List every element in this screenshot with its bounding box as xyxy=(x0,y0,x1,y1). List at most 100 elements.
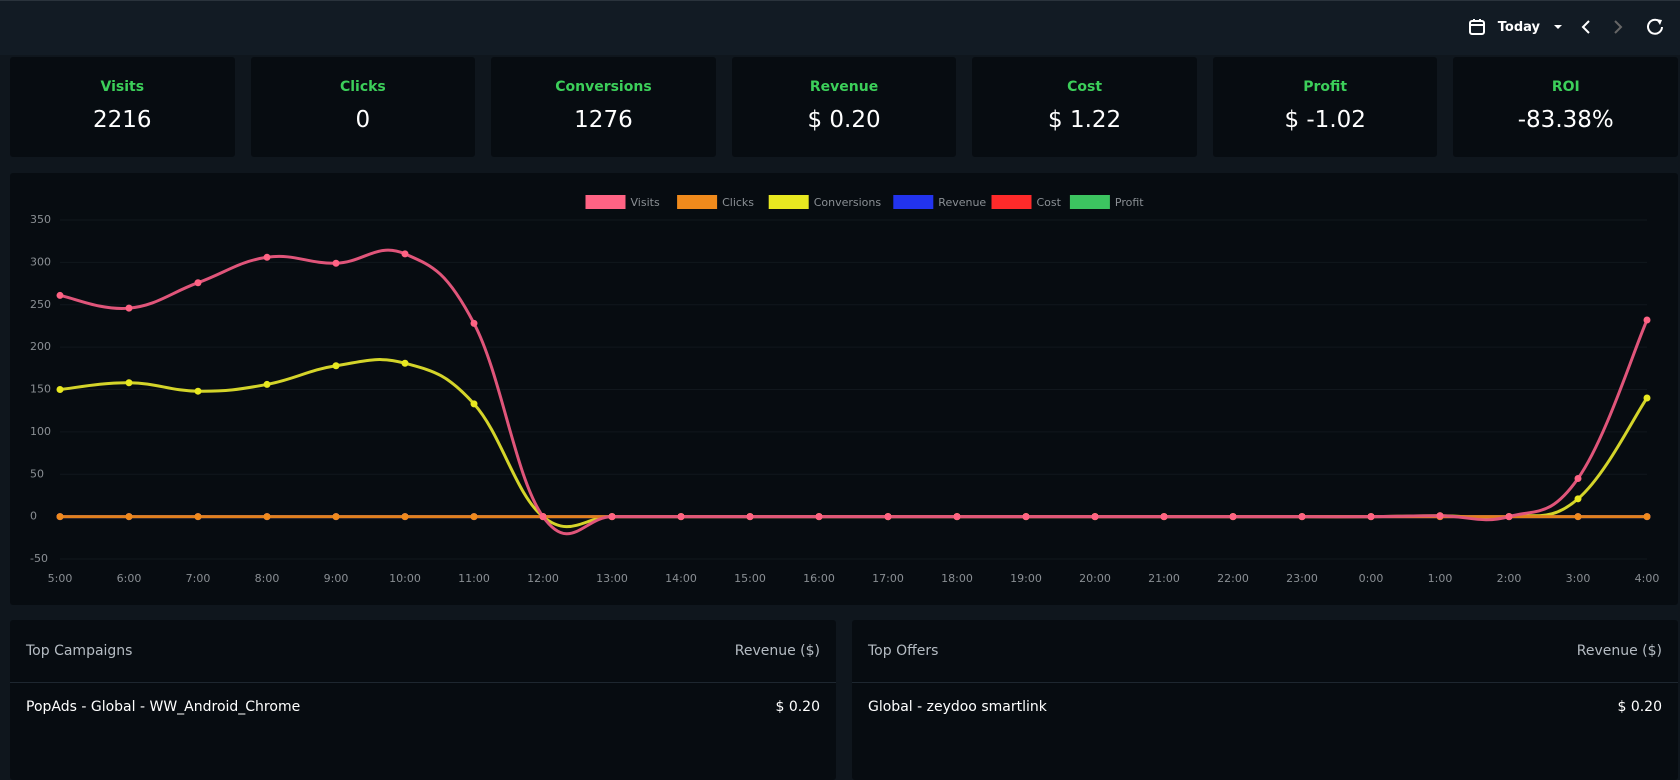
kpi-card: Visits 2216 xyxy=(10,57,235,157)
y-tick-label: 300 xyxy=(30,255,51,268)
data-point xyxy=(125,379,133,387)
data-point xyxy=(332,362,340,370)
dropdown-caret[interactable] xyxy=(1552,21,1564,33)
y-tick-label: 250 xyxy=(30,298,51,311)
data-point xyxy=(1643,394,1651,402)
chart-panel: -50 0 50 100 150 200 250 300 350 5:00 6:00 7:00 8:00… xyxy=(10,173,1678,605)
x-tick-label: 12:00 xyxy=(527,572,559,585)
data-point xyxy=(470,400,478,408)
data-point xyxy=(1574,513,1582,521)
kpi-cards: Visits 2216 Clicks 0 Conversions 1276 Revenue $… xyxy=(10,57,1679,157)
x-tick-label: 8:00 xyxy=(255,572,280,585)
y-tick-label: 200 xyxy=(30,340,51,353)
data-point xyxy=(1160,513,1168,521)
row-name: PopAds - Global - WW_Android_Chrome xyxy=(26,699,301,715)
legend-label: Profit xyxy=(1115,196,1144,209)
data-point xyxy=(470,513,478,521)
legend-swatch xyxy=(1069,195,1110,209)
y-tick-label: -50 xyxy=(30,552,48,565)
table-row[interactable]: Global - zeydoo smartlink $ 0.20 xyxy=(852,683,1678,731)
data-point xyxy=(1298,513,1306,521)
prev-button[interactable] xyxy=(1576,17,1596,37)
kpi-value: -83.38% xyxy=(1517,107,1614,133)
series-line xyxy=(59,358,1649,529)
x-tick-label: 10:00 xyxy=(389,572,421,585)
legend-swatch xyxy=(585,195,626,209)
next-button[interactable] xyxy=(1608,17,1628,37)
x-tick-label: 4:00 xyxy=(1635,572,1660,585)
data-point xyxy=(56,291,64,299)
data-point xyxy=(1643,316,1651,324)
column-header: Revenue ($) xyxy=(734,643,820,659)
legend-swatch xyxy=(893,195,934,209)
x-tick-label: 15:00 xyxy=(734,572,766,585)
kpi-card: Profit $ -1.02 xyxy=(1212,57,1438,157)
refresh-button[interactable] xyxy=(1640,17,1670,37)
data-point xyxy=(677,513,685,521)
x-tick-label: 13:00 xyxy=(596,572,628,585)
data-point xyxy=(1022,513,1030,521)
kpi-label: Clicks xyxy=(339,79,386,95)
toolbar: Today xyxy=(1468,17,1670,37)
x-tick-label: 2:00 xyxy=(1497,572,1522,585)
table-row[interactable]: PopAds - Global - WW_Android_Chrome $ 0.2… xyxy=(10,683,836,731)
x-tick-label: 11:00 xyxy=(458,572,490,585)
data-point xyxy=(815,513,823,521)
data-point xyxy=(1367,513,1375,521)
data-point xyxy=(194,387,202,395)
kpi-value: $ 1.22 xyxy=(1048,107,1122,133)
legend-label: Clicks xyxy=(722,196,754,209)
data-point xyxy=(1574,474,1582,482)
table-panel: Top Offers Revenue ($) Global - zeydoo sma… xyxy=(852,620,1678,780)
data-point xyxy=(56,513,64,521)
date-range[interactable]: Today xyxy=(1497,19,1540,35)
data-point xyxy=(608,513,616,521)
top-bar: Today xyxy=(0,0,1680,55)
legend-swatch xyxy=(677,195,718,209)
kpi-label: Conversions xyxy=(555,79,652,95)
data-point xyxy=(332,259,340,267)
x-tick-label: 5:00 xyxy=(48,572,73,585)
table-panel: Top Campaigns Revenue ($) PopAds - Global … xyxy=(10,620,836,780)
x-tick-label: 14:00 xyxy=(665,572,697,585)
x-tick-label: 16:00 xyxy=(803,572,835,585)
chart: -50 0 50 100 150 200 250 300 350 5:00 6:00 7:00 8:00… xyxy=(30,195,1660,585)
kpi-value: 1276 xyxy=(574,107,633,133)
x-tick-label: 0:00 xyxy=(1359,572,1384,585)
data-point xyxy=(1091,513,1099,521)
data-point xyxy=(194,513,202,521)
data-point xyxy=(263,513,271,521)
data-point xyxy=(332,513,340,521)
data-point xyxy=(884,513,892,521)
x-tick-label: 3:00 xyxy=(1566,572,1591,585)
y-tick-label: 150 xyxy=(30,383,51,396)
x-tick-label: 19:00 xyxy=(1010,572,1042,585)
column-header: Revenue ($) xyxy=(1576,643,1662,659)
kpi-card: Revenue $ 0.20 xyxy=(731,57,957,157)
data-point xyxy=(125,304,133,312)
kpi-label: Visits xyxy=(100,79,145,95)
row-value: $ 0.20 xyxy=(1617,699,1662,715)
y-tick-label: 350 xyxy=(30,213,51,226)
data-point xyxy=(56,386,64,393)
x-tick-label: 1:00 xyxy=(1428,572,1453,585)
kpi-value: $ -1.02 xyxy=(1284,107,1366,133)
data-point xyxy=(1574,495,1582,503)
data-point xyxy=(263,380,271,388)
table-title: Top Offers xyxy=(868,643,939,659)
x-tick-label: 22:00 xyxy=(1217,572,1249,585)
legend-label: Cost xyxy=(1037,196,1062,209)
legend-label: Visits xyxy=(631,196,660,209)
x-tick-label: 18:00 xyxy=(941,572,973,585)
data-point xyxy=(401,513,409,521)
legend-label: Conversions xyxy=(814,196,882,209)
kpi-card: Clicks 0 xyxy=(250,57,476,157)
data-point xyxy=(194,279,202,287)
kpi-value: 0 xyxy=(355,107,371,133)
x-tick-label: 7:00 xyxy=(186,572,211,585)
kpi-card: Conversions 1276 xyxy=(491,57,716,157)
x-tick-label: 6:00 xyxy=(117,572,142,585)
calendar-icon[interactable] xyxy=(1468,18,1486,36)
x-tick-label: 23:00 xyxy=(1286,572,1318,585)
